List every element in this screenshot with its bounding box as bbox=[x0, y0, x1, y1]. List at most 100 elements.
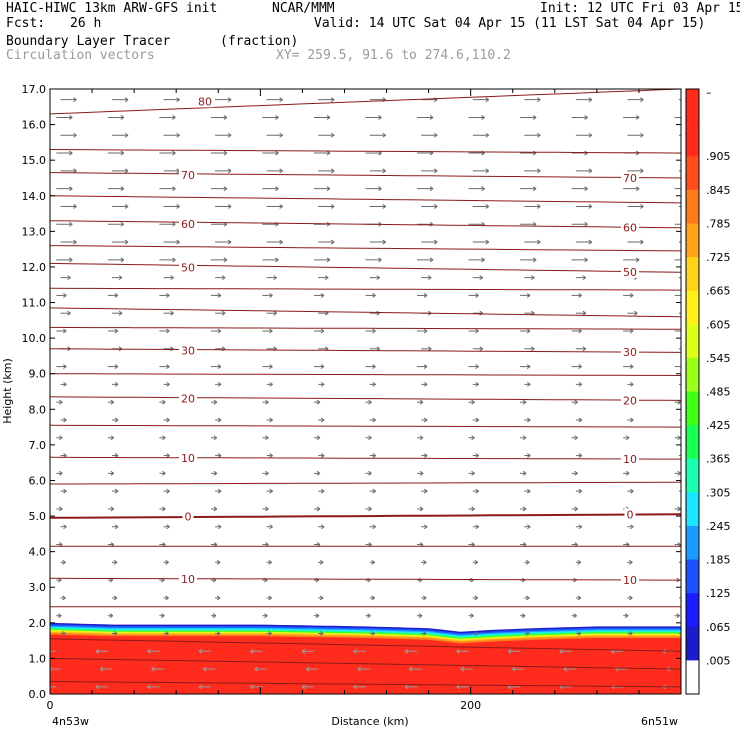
vector-arrowhead bbox=[198, 684, 203, 690]
vector-arrowhead bbox=[378, 186, 382, 192]
vector-arrowhead bbox=[316, 399, 321, 405]
vector-arrowhead bbox=[527, 417, 531, 423]
contour-label: 50 bbox=[181, 261, 195, 274]
contour-label-bg bbox=[621, 394, 639, 407]
vector-arrowhead bbox=[485, 132, 490, 138]
vector-arrowhead bbox=[471, 399, 475, 405]
colorbar-swatch bbox=[686, 458, 699, 493]
vector-arrowhead bbox=[124, 132, 129, 138]
vector-arrowhead bbox=[640, 97, 644, 103]
colorbar-label: .005 bbox=[706, 654, 731, 667]
vector-arrowhead bbox=[165, 595, 169, 601]
vector-arrowhead bbox=[223, 115, 228, 120]
contour-label-bg bbox=[624, 508, 636, 521]
y-tick-label: 1.0 bbox=[29, 652, 47, 665]
contour-label: 0 bbox=[627, 508, 634, 521]
vector-arrowhead bbox=[378, 115, 382, 120]
vector-arrowhead bbox=[470, 613, 474, 619]
vector-arrowhead bbox=[635, 257, 640, 263]
vector-arrowhead bbox=[275, 186, 279, 192]
contour-label-bg bbox=[621, 265, 639, 278]
colorbar-swatch bbox=[686, 122, 699, 157]
vector-arrowhead bbox=[372, 292, 376, 298]
x-end-left: 4n53w bbox=[52, 715, 89, 728]
colorbar-swatch bbox=[686, 559, 699, 594]
vector-arrowhead bbox=[202, 666, 207, 672]
vector-arrowhead bbox=[367, 613, 371, 619]
vector-arrowhead bbox=[368, 506, 372, 512]
colorbar-label: .785 bbox=[706, 217, 731, 230]
vector-arrowhead bbox=[471, 506, 475, 512]
vector-arrowhead bbox=[423, 488, 428, 494]
vector-arrowhead bbox=[588, 97, 593, 103]
colorbar-swatch bbox=[686, 626, 699, 661]
vector-arrowhead bbox=[625, 435, 630, 441]
isotherm-line-labeled bbox=[50, 262, 681, 273]
vector-arrowhead bbox=[273, 275, 277, 281]
vector-arrowhead bbox=[371, 595, 375, 601]
isotherm-line bbox=[50, 149, 681, 154]
vector-arrowhead bbox=[113, 595, 118, 601]
vector-arrowhead bbox=[269, 524, 273, 530]
isotherm-line bbox=[50, 307, 681, 318]
vector-arrowhead bbox=[151, 666, 155, 672]
colorbar-label: .185 bbox=[706, 554, 731, 567]
vector-arrowhead bbox=[475, 524, 480, 530]
vector-arrowhead bbox=[682, 329, 685, 333]
vector-arrowhead bbox=[573, 613, 577, 619]
contour-label: 0 bbox=[185, 510, 192, 523]
colorbar-swatch bbox=[686, 290, 699, 325]
vector-arrowhead bbox=[265, 435, 269, 441]
vector-arrowhead bbox=[227, 239, 232, 245]
contour-label: 30 bbox=[623, 346, 637, 359]
vector-arrowhead bbox=[265, 470, 269, 476]
vector-arrowhead bbox=[227, 132, 232, 138]
vector-arrowhead bbox=[630, 524, 634, 530]
y-tick-label: 11.0 bbox=[22, 297, 47, 310]
vector-arrowhead bbox=[172, 257, 176, 263]
vector-arrowhead bbox=[474, 559, 479, 565]
vector-arrowhead bbox=[319, 595, 324, 601]
vector-arrowhead bbox=[433, 239, 438, 245]
vector-arrowhead bbox=[279, 239, 283, 245]
vector-arrowhead bbox=[69, 115, 73, 120]
vector-arrowhead bbox=[268, 595, 272, 601]
vector-arrowhead bbox=[198, 648, 203, 654]
vector-arrowhead bbox=[584, 115, 588, 120]
vector-arrowhead bbox=[217, 292, 222, 298]
vector-arrowhead bbox=[166, 524, 170, 530]
y-tick-label: 2.0 bbox=[29, 617, 47, 630]
vector-arrowhead bbox=[165, 631, 169, 636]
vector-arrowhead bbox=[677, 506, 681, 512]
vector-arrowhead bbox=[537, 97, 541, 103]
vector-arrowhead bbox=[227, 204, 232, 209]
vector-arrowhead bbox=[372, 364, 376, 370]
vector-arrowhead bbox=[372, 488, 376, 494]
vector-arrowhead bbox=[382, 239, 386, 245]
vector-arrowhead bbox=[676, 613, 680, 619]
vector-arrowhead bbox=[324, 275, 329, 281]
vector-arrowhead bbox=[471, 435, 475, 441]
vector-arrowhead bbox=[418, 613, 423, 619]
vector-arrowhead bbox=[269, 292, 273, 298]
vector-arrowhead bbox=[574, 506, 578, 512]
vector-arrowhead bbox=[95, 684, 100, 690]
init-time: Init: 12 UTC Fri 03 Apr 15 bbox=[540, 1, 740, 16]
isotherm-line bbox=[50, 195, 681, 204]
valid-time: Valid: 14 UTC Sat 04 Apr 15 (11 LST Sat … bbox=[314, 16, 706, 31]
vector-arrowhead bbox=[475, 453, 480, 458]
vector-arrowhead bbox=[217, 417, 222, 423]
vector-arrowhead bbox=[588, 204, 593, 209]
vector-arrowhead bbox=[326, 115, 331, 120]
vector-arrowhead bbox=[371, 631, 375, 636]
vector-arrowhead bbox=[170, 310, 174, 316]
y-tick-label: 13.0 bbox=[22, 225, 47, 238]
vector-arrowhead bbox=[114, 328, 119, 334]
vector-arrowhead bbox=[372, 524, 376, 530]
isotherm-line bbox=[50, 326, 681, 330]
vector-arrowhead bbox=[319, 559, 324, 565]
vector-arrowhead bbox=[378, 257, 382, 263]
vector-arrowhead bbox=[419, 506, 424, 512]
vector-arrowhead bbox=[682, 382, 685, 386]
vector-arrowhead bbox=[95, 648, 100, 654]
